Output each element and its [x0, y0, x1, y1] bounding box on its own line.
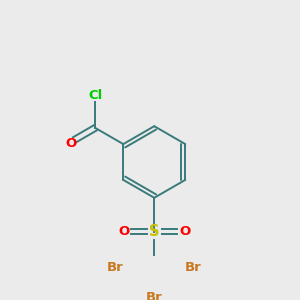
Text: Br: Br: [185, 261, 202, 274]
Text: O: O: [179, 225, 191, 239]
Text: O: O: [65, 137, 77, 150]
Text: Br: Br: [107, 261, 123, 274]
Text: O: O: [118, 225, 129, 239]
Text: S: S: [149, 224, 160, 239]
Text: Br: Br: [146, 291, 163, 300]
Text: Cl: Cl: [88, 89, 102, 102]
